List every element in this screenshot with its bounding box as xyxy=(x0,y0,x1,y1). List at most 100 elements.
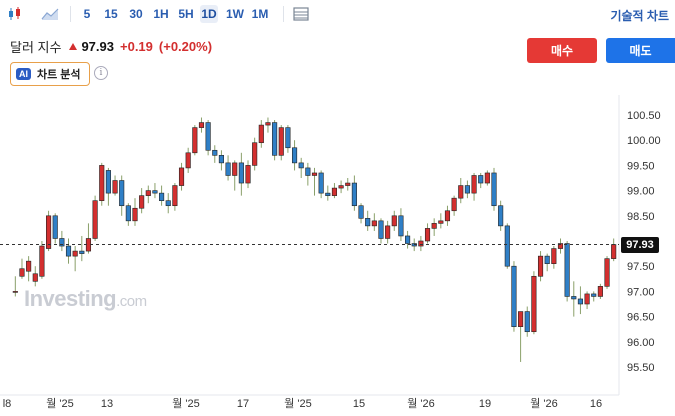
candle xyxy=(577,286,583,315)
candle-body xyxy=(125,205,131,222)
candle-body xyxy=(318,172,324,194)
x-tick-label: 월 '26 xyxy=(407,397,435,410)
candle xyxy=(265,117,271,133)
candle xyxy=(159,185,165,206)
candle xyxy=(438,213,444,229)
candle xyxy=(52,213,58,244)
toolbar-separator xyxy=(70,6,71,22)
candle-body xyxy=(291,147,298,164)
interval-1d[interactable]: 1D xyxy=(200,5,218,23)
candle-body xyxy=(418,240,424,247)
candle xyxy=(524,306,530,337)
candle-body xyxy=(604,258,610,287)
candle-body xyxy=(205,122,211,151)
candle-body xyxy=(551,248,557,264)
interval-1m[interactable]: 1M xyxy=(251,7,269,21)
info-icon[interactable]: i xyxy=(94,66,108,80)
candle xyxy=(544,253,550,272)
interval-30[interactable]: 30 xyxy=(129,7,143,21)
candle-body xyxy=(285,127,291,149)
toolbar-separator xyxy=(283,6,284,22)
candle-body xyxy=(105,170,111,194)
candle xyxy=(371,213,377,231)
candle-body xyxy=(92,200,98,239)
candle-body xyxy=(464,185,470,194)
candle-body xyxy=(544,255,550,264)
candle xyxy=(258,120,264,148)
candle-body xyxy=(584,293,590,305)
candle-body xyxy=(26,260,32,272)
candle xyxy=(571,281,577,317)
candle-body xyxy=(484,172,490,184)
interval-1h[interactable]: 1H xyxy=(153,7,169,21)
candle xyxy=(172,183,178,211)
candle-body xyxy=(577,298,583,305)
candle-body xyxy=(298,162,304,169)
candle-body xyxy=(345,182,351,186)
ai-chart-analysis-button[interactable]: AI 차트 분석 xyxy=(10,62,90,86)
candle-body xyxy=(192,127,198,154)
candle xyxy=(145,185,151,204)
x-tick-label: 월 '25 xyxy=(46,397,74,410)
candle xyxy=(152,183,158,199)
candle xyxy=(46,210,52,252)
candle-body xyxy=(331,187,338,196)
candle-body xyxy=(451,197,457,212)
instrument-price: 97.93 xyxy=(81,39,114,54)
candle xyxy=(498,200,504,231)
candle xyxy=(325,185,331,201)
candle xyxy=(564,241,570,302)
candle-body xyxy=(597,286,603,297)
candle xyxy=(125,203,131,226)
candle-body xyxy=(32,273,38,282)
interval-5[interactable]: 5 xyxy=(83,7,91,21)
candle xyxy=(105,167,111,206)
candle-body xyxy=(172,185,178,207)
sell-button[interactable]: 매도 xyxy=(606,38,675,63)
candle xyxy=(165,193,171,214)
candlestick-icon[interactable] xyxy=(6,5,24,23)
y-tick-label: 97.00 xyxy=(627,286,655,298)
price-change: +0.19 xyxy=(120,39,153,54)
candle-body xyxy=(571,296,577,300)
interval-15[interactable]: 15 xyxy=(104,7,118,21)
candle xyxy=(471,172,477,201)
interval-5h[interactable]: 5H xyxy=(178,7,194,21)
candle xyxy=(584,291,590,310)
candle xyxy=(365,210,371,231)
candle-body xyxy=(378,220,384,239)
x-tick-label: 19 xyxy=(479,398,491,410)
candle-body xyxy=(458,185,464,199)
candle xyxy=(518,311,524,362)
candle-body xyxy=(65,245,72,257)
candle xyxy=(12,276,18,297)
candle xyxy=(119,175,125,216)
candle-body xyxy=(424,228,431,242)
table-view-icon[interactable] xyxy=(292,5,310,23)
candle-body xyxy=(537,255,544,277)
candle-body xyxy=(152,190,158,194)
candle xyxy=(491,167,497,211)
candle-body xyxy=(252,142,258,166)
technical-chart-link[interactable]: 기술적 차트 xyxy=(610,9,669,23)
candle xyxy=(218,150,224,171)
candle xyxy=(112,175,118,196)
candle xyxy=(511,261,517,332)
candle-body xyxy=(232,162,238,176)
price-chart[interactable]: 100.50100.0099.5099.0098.5098.0097.5097.… xyxy=(0,95,675,416)
candle xyxy=(232,160,238,191)
candle-body xyxy=(139,195,145,209)
candle-body xyxy=(119,180,125,207)
area-chart-icon[interactable] xyxy=(40,5,60,23)
candle-body xyxy=(431,223,437,229)
candle xyxy=(178,162,185,191)
candle xyxy=(79,235,85,262)
buy-button[interactable]: 매수 xyxy=(527,38,597,63)
instrument-name: 달러 지수 xyxy=(10,40,62,55)
candle xyxy=(99,162,105,206)
interval-1w[interactable]: 1W xyxy=(226,7,244,21)
candle xyxy=(537,251,544,282)
candle xyxy=(398,208,404,241)
candle-body xyxy=(338,185,344,189)
candle xyxy=(318,170,324,199)
